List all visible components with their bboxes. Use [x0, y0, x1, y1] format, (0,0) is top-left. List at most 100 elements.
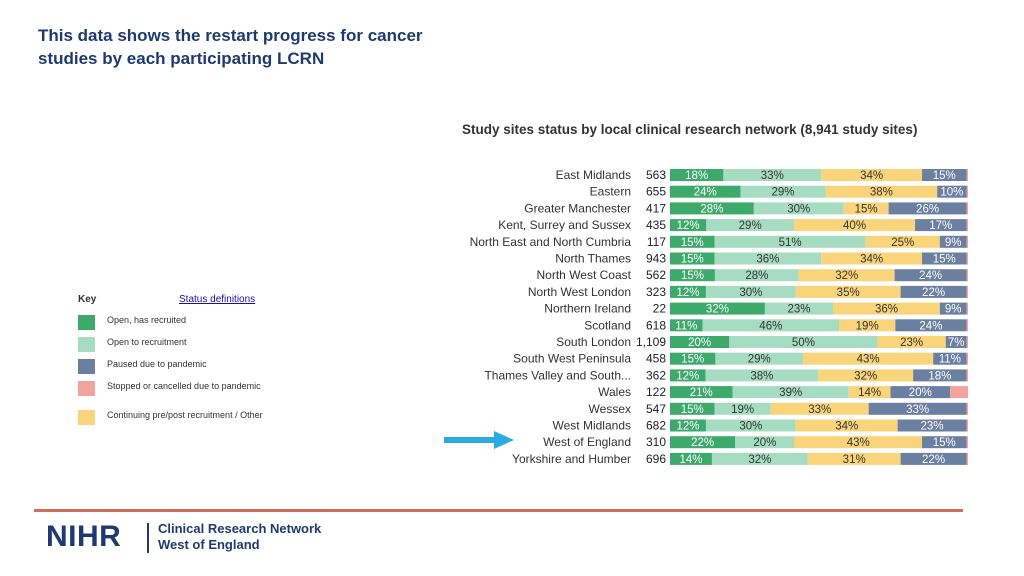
- bar-segment: [670, 285, 706, 298]
- total-label: 563: [646, 168, 666, 182]
- data-label: 22%: [922, 287, 945, 299]
- bar-segment: [794, 436, 923, 449]
- bar-segment: [868, 402, 967, 415]
- footer-divider: [34, 509, 963, 512]
- key-label: Open to recruitment: [107, 337, 187, 347]
- data-label: 32%: [854, 370, 877, 382]
- total-label: 435: [646, 218, 666, 232]
- bar-segment: [890, 386, 951, 399]
- bar-segment: [966, 169, 968, 181]
- bar-segment: [702, 319, 840, 332]
- data-label: 33%: [761, 170, 784, 182]
- category-label: North Thames: [555, 252, 631, 266]
- total-label: 1,109: [636, 335, 666, 349]
- key-header: Key Status definitions: [78, 292, 278, 310]
- key-swatch: [78, 359, 95, 374]
- data-label: 12%: [677, 220, 700, 232]
- category-label: South West Peninsula: [513, 352, 631, 366]
- bar-segment: [900, 285, 967, 298]
- bar-segment: [729, 336, 878, 348]
- bar-segment: [670, 352, 716, 365]
- data-label: 15%: [681, 404, 704, 416]
- bar-segment: [922, 252, 967, 265]
- bar-segment: [795, 419, 898, 432]
- bar-segment: [833, 302, 940, 315]
- key-item-stopped: Stopped or cancelled due to pandemic: [78, 379, 278, 405]
- bar-segment: [877, 336, 946, 348]
- bar-segment: [670, 402, 715, 415]
- category-label: Thames Valley and South...: [484, 368, 631, 382]
- total-label: 458: [646, 352, 666, 366]
- data-label: 20%: [909, 387, 932, 399]
- data-label: 20%: [753, 437, 776, 449]
- data-label: 36%: [756, 254, 779, 266]
- bar-segment: [865, 235, 940, 248]
- data-label: 51%: [779, 237, 802, 249]
- status-definitions-link[interactable]: Status definitions: [179, 294, 256, 305]
- data-label: 30%: [739, 421, 762, 433]
- bar-segment: [966, 452, 968, 465]
- bar-segment: [897, 419, 967, 432]
- bar-segment: [670, 235, 715, 248]
- data-label: 19%: [856, 320, 879, 332]
- category-label: Northern Ireland: [544, 302, 631, 316]
- data-label: 23%: [900, 337, 923, 349]
- bar-segment: [818, 369, 914, 382]
- bar-segment: [939, 235, 967, 248]
- bar-segment: [937, 185, 967, 198]
- bar-segment: [945, 336, 967, 348]
- data-label: 33%: [906, 404, 929, 416]
- category-label: West Midlands: [553, 419, 631, 433]
- bar-segment: [966, 436, 968, 449]
- data-label: 12%: [676, 370, 699, 382]
- bar-segment: [966, 219, 968, 232]
- category-label: North West London: [528, 285, 631, 299]
- bar-segment: [705, 285, 796, 298]
- data-label: 26%: [916, 203, 939, 215]
- bar-segment: [670, 185, 741, 198]
- bar-segment: [807, 452, 901, 465]
- key-label: Stopped or cancelled due to pandemic: [107, 381, 261, 391]
- data-label: 35%: [837, 287, 860, 299]
- data-label: 46%: [759, 320, 782, 332]
- data-label: 18%: [928, 370, 951, 382]
- key-label: Paused due to pandemic: [107, 359, 207, 369]
- bar-segment: [670, 219, 707, 232]
- data-label: 9%: [945, 304, 962, 316]
- bar-segment: [714, 235, 866, 248]
- data-label: 7%: [948, 337, 965, 349]
- total-label: 122: [646, 385, 666, 399]
- bar-segment: [715, 352, 804, 365]
- bar-segment: [966, 319, 968, 332]
- data-label: 12%: [676, 421, 699, 433]
- data-label: 15%: [681, 270, 704, 282]
- bar-segment: [735, 436, 795, 449]
- bar-segment: [670, 452, 712, 465]
- category-label: East Midlands: [556, 168, 631, 182]
- bar-segment: [705, 369, 819, 382]
- bar-segment: [794, 219, 916, 232]
- data-label: 30%: [739, 287, 762, 299]
- data-label: 28%: [700, 203, 723, 215]
- bar-segment: [795, 285, 901, 298]
- bar-segment: [966, 336, 968, 348]
- data-label: 11%: [675, 320, 697, 332]
- bar-segment: [900, 452, 967, 465]
- data-label: 32%: [835, 270, 858, 282]
- data-label: 34%: [835, 421, 858, 433]
- bar-segment: [770, 402, 869, 415]
- data-label: 29%: [739, 220, 762, 232]
- data-label: 15%: [681, 354, 704, 366]
- key-swatch: [78, 410, 95, 425]
- bar-segment: [670, 202, 754, 215]
- data-label: 43%: [857, 354, 880, 366]
- bar-segment: [764, 302, 834, 315]
- bar-segment: [670, 336, 730, 348]
- data-label: 15%: [933, 170, 956, 182]
- bar-segment: [670, 302, 765, 315]
- slide-title: This data shows the restart progress for…: [38, 26, 423, 68]
- bar-segment: [966, 185, 968, 198]
- data-label: 23%: [921, 421, 944, 433]
- data-label: 24%: [919, 320, 942, 332]
- bar-segment: [839, 319, 896, 332]
